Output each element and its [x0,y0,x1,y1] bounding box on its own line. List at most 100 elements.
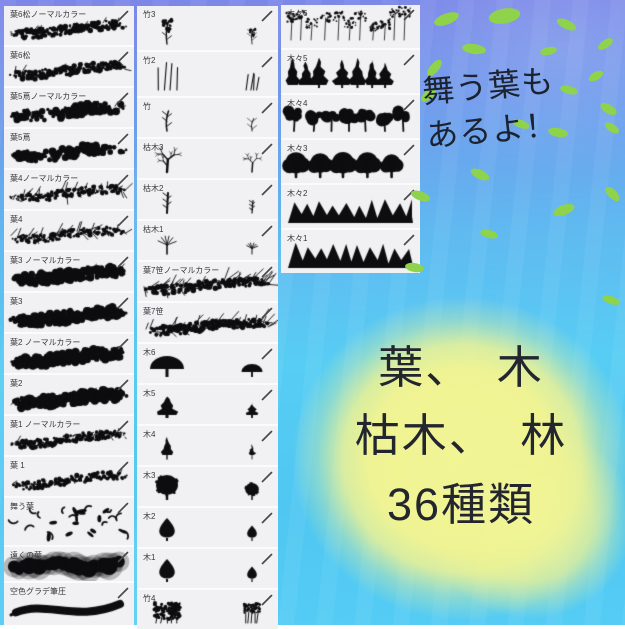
brush-panel[interactable]: 葉7笹ノーマルカラー [137,262,278,301]
pencil-icon [403,54,415,66]
brush-label: 葉7笹 [143,307,164,316]
pencil-icon [117,379,129,391]
brush-panel[interactable]: 木1 [137,549,278,588]
brush-panel[interactable]: 葉4ノーマルカラー [4,170,134,209]
brush-panel[interactable]: 葉2 ノーマルカラー [4,334,134,373]
brush-label: 葉7笹ノーマルカラー [143,266,220,275]
headline-line-2: 枯木、 林 [354,410,568,462]
pencil-icon [117,10,129,22]
brush-label: 竹 [143,102,151,111]
fine-stroke-art [4,457,134,496]
brush-panel[interactable]: 枯木1 [137,221,278,260]
dense-stroke-art [4,375,134,414]
headline-line-1: 葉、 木 [378,342,544,393]
brush-label: 木5 [143,389,156,398]
brush-panel[interactable]: 木6 [137,344,278,383]
bamboo-multi-art [137,52,278,96]
brush-panel[interactable]: 竹4 [137,590,278,629]
clump-stroke-art [4,88,134,127]
brush-label: 木々2 [287,189,308,198]
sasa-stroke-art [137,303,278,342]
forest-jagged-art [281,230,420,273]
brush-panel[interactable]: 竹 [137,98,278,137]
forest-trunk-art [281,95,420,138]
headline-text: 葉、 木 枯木、 林 36種類 [296,334,625,539]
brush-panel[interactable]: 木々4 [281,95,420,138]
brush-label: 木1 [143,553,156,562]
brush-panel[interactable]: 木々5 [281,50,420,93]
pencil-icon [117,256,129,268]
brush-panel[interactable]: 竹2 [137,52,278,96]
brush-panel[interactable]: 枯木3 [137,139,278,178]
brush-panel[interactable]: 舞う葉 [4,498,134,545]
brush-panel[interactable]: 木3 [137,467,278,506]
pencil-icon [261,184,273,196]
fluffy-stroke-art [4,547,134,581]
pine-stroke-art [4,6,134,45]
brush-panel[interactable]: 遠くの葉 [4,547,134,581]
clump-stroke-art [4,129,134,168]
brush-panel[interactable]: 木5 [137,385,278,424]
brush-panel[interactable]: 空色グラデ筆圧 [4,583,134,625]
pencil-icon [261,266,273,278]
brush-label: 葉6松ノーマルカラー [10,10,87,19]
brush-panel[interactable]: 木々6 [281,5,420,48]
brush-panel[interactable]: 葉2 [4,375,134,414]
pencil-icon [117,297,129,309]
brush-label: 枯木1 [143,225,164,234]
brush-panel[interactable]: 葉3 [4,293,134,332]
brush-label: 枯木2 [143,184,164,193]
brush-panel[interactable]: 葉5蔦ノーマルカラー [4,88,134,127]
headline-line-3: 36種類 [386,478,536,530]
brush-label: 舞う葉 [10,502,34,511]
fine-stroke-art [4,416,134,455]
brush-label: 葉2 ノーマルカラー [10,338,81,347]
spiky-stroke-art [4,211,134,250]
brush-panel[interactable]: 葉5蔦 [4,129,134,168]
brush-panel[interactable]: 枯木2 [137,180,278,219]
pencil-icon [117,502,129,514]
brush-panel[interactable]: 葉7笹 [137,303,278,342]
brush-panel[interactable]: 葉6松 [4,47,134,86]
tree-brush-column: 竹3 竹2 竹 枯木3 枯木2 [137,6,278,629]
pencil-icon [117,133,129,145]
brush-panel[interactable]: 木々3 [281,140,420,183]
pencil-icon [261,143,273,155]
brush-panel[interactable]: 葉1 ノーマルカラー [4,416,134,455]
pencil-icon [261,307,273,319]
brush-label: 木3 [143,471,156,480]
smooth-stroke-art [4,583,134,625]
scatter-leaves-art [4,498,134,545]
tree-narrow-art [137,426,278,465]
brush-panel[interactable]: 木4 [137,426,278,465]
brush-panel[interactable]: 竹3 [137,6,278,50]
brush-label: 木6 [143,348,156,357]
brush-panel[interactable]: 木2 [137,508,278,547]
brush-panel[interactable]: 葉 1 [4,457,134,496]
pencil-icon [117,338,129,350]
brush-label: 葉5蔦ノーマルカラー [10,92,87,101]
brush-label: 木々5 [287,54,308,63]
forest-round-art [281,140,420,183]
brush-panel[interactable]: 木々1 [281,230,420,273]
brush-panel[interactable]: 葉6松ノーマルカラー [4,6,134,45]
dead-tree-branchy-art [137,139,278,178]
pencil-icon [117,215,129,227]
brush-panel[interactable]: 木々2 [281,185,420,228]
pencil-icon [261,553,273,565]
brush-label: 木2 [143,512,156,521]
brush-label: 葉3 [10,297,23,306]
dense-stroke-art [4,293,134,332]
pencil-icon [403,144,415,156]
brush-panel[interactable]: 葉3 ノーマルカラー [4,252,134,291]
dead-tree-bare-art [137,221,278,260]
pencil-icon [117,92,129,104]
pencil-icon [261,594,273,606]
pencil-icon [261,471,273,483]
tree-teardrop-art [137,508,278,547]
pencil-icon [403,99,415,111]
pencil-icon [117,174,129,186]
forest-jagged-art [281,185,420,228]
brush-panel[interactable]: 葉4 [4,211,134,250]
pencil-icon [261,10,273,22]
